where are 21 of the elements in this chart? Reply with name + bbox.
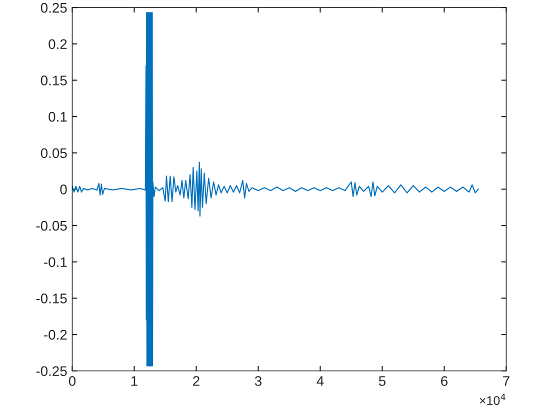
y-tick-label: 0.1 [48, 112, 67, 122]
y-tick-label: 0 [60, 184, 67, 194]
text: ×10$^{4}$ [480, 394, 506, 406]
y-tick-label: 0.05 [40, 148, 67, 158]
line-series [72, 12, 479, 366]
x-tick-label: 0 [68, 376, 76, 386]
x-tick-label: 2 [193, 376, 200, 386]
y-tick-label: -0.05 [36, 220, 67, 231]
y-tick-label: -0.25 [36, 366, 67, 376]
y-tick-label: -0.15 [36, 294, 67, 304]
x-tick-label: 3 [254, 376, 262, 386]
y-tick-label: 0.15 [40, 76, 67, 86]
x-tick-label: 4 [316, 376, 324, 386]
y-tick-label: -0.1 [44, 257, 67, 268]
y-tick-label: 0.2 [48, 39, 67, 50]
x-tick-label: 7 [503, 376, 510, 386]
y-tick-label: 0.25 [40, 2, 67, 13]
x-tick-label: 5 [378, 376, 386, 386]
y-tick-label: -0.2 [44, 330, 67, 340]
x-tick-label: 6 [441, 376, 448, 386]
x-tick-label: 1 [131, 376, 138, 386]
